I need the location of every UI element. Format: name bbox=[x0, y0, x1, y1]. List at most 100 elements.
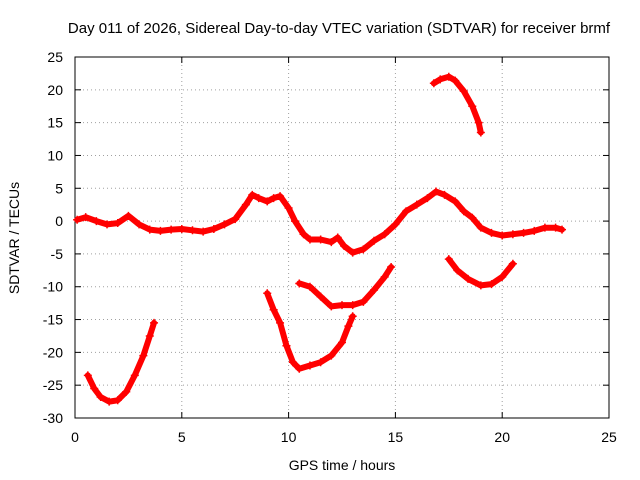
y-tick-label: -20 bbox=[43, 344, 63, 360]
data-point bbox=[135, 220, 144, 229]
data-point bbox=[167, 225, 176, 234]
data-point bbox=[451, 197, 460, 206]
data-point bbox=[468, 102, 477, 111]
data-point bbox=[263, 197, 272, 206]
data-point bbox=[391, 220, 400, 229]
data-point bbox=[459, 87, 468, 96]
data-point bbox=[476, 281, 485, 290]
data-point bbox=[380, 230, 389, 239]
data-point bbox=[468, 213, 477, 222]
data-point bbox=[338, 338, 346, 347]
series-line bbox=[430, 73, 484, 136]
data-point bbox=[269, 305, 278, 314]
data-point bbox=[130, 371, 139, 380]
x-axis-title: GPS time / hours bbox=[289, 457, 396, 473]
y-tick-label: 0 bbox=[55, 213, 63, 229]
data-point bbox=[241, 200, 250, 209]
data-point bbox=[530, 226, 539, 235]
data-point bbox=[451, 76, 460, 85]
data-point bbox=[316, 358, 325, 367]
data-point bbox=[344, 322, 353, 331]
data-point bbox=[103, 220, 112, 229]
y-axis-title: SDTVAR / TECUs bbox=[6, 182, 22, 294]
data-point bbox=[540, 223, 549, 232]
data-point bbox=[295, 279, 304, 288]
data-point bbox=[327, 351, 336, 360]
series-arc-center-low bbox=[263, 289, 357, 373]
data-point bbox=[498, 231, 507, 240]
data-point bbox=[412, 200, 421, 209]
series-arc-lower-left bbox=[83, 318, 159, 406]
data-point bbox=[327, 238, 336, 247]
data-point bbox=[209, 224, 218, 233]
data-point bbox=[380, 272, 389, 281]
data-point bbox=[188, 226, 197, 235]
series-arc-main bbox=[73, 187, 567, 257]
series-arc-center-mid bbox=[295, 263, 396, 311]
data-point bbox=[316, 292, 325, 301]
data-point bbox=[487, 280, 496, 289]
chart-title: Day 011 of 2026, Sidereal Day-to-day VTE… bbox=[68, 20, 611, 37]
x-tick-label: 15 bbox=[388, 429, 404, 445]
data-point bbox=[295, 364, 304, 373]
data-point bbox=[370, 236, 379, 245]
data-point bbox=[231, 215, 240, 224]
data-point bbox=[122, 387, 131, 396]
data-point bbox=[305, 361, 314, 370]
data-series bbox=[73, 72, 567, 406]
data-point bbox=[254, 194, 263, 203]
data-point bbox=[429, 79, 438, 88]
y-tick-label: -15 bbox=[43, 312, 63, 328]
data-point bbox=[177, 224, 186, 233]
data-point bbox=[124, 211, 133, 220]
data-point bbox=[291, 217, 300, 226]
y-tick-label: -5 bbox=[51, 246, 64, 262]
data-point bbox=[105, 397, 114, 406]
data-point bbox=[508, 259, 517, 268]
data-point bbox=[156, 226, 165, 235]
data-point bbox=[139, 351, 148, 360]
series-arc-upper-right bbox=[429, 72, 485, 137]
axis-ticks: 0 5 10 15 20 25 -30 -25 -20 -15 -10 -5 0 5 10 15 20 25 bbox=[43, 49, 617, 445]
y-tick-label: 10 bbox=[47, 147, 63, 163]
data-point bbox=[305, 282, 314, 291]
data-point bbox=[348, 248, 357, 257]
data-point bbox=[338, 301, 346, 310]
data-point bbox=[284, 203, 293, 212]
data-point bbox=[440, 190, 449, 199]
plot-area-border bbox=[74, 56, 610, 419]
y-tick-label: 15 bbox=[47, 115, 63, 131]
data-point bbox=[92, 217, 101, 226]
x-tick-label: 25 bbox=[601, 429, 617, 445]
data-point bbox=[476, 128, 485, 137]
series-line bbox=[296, 264, 395, 310]
data-point bbox=[359, 245, 368, 254]
series-line bbox=[264, 290, 356, 372]
data-point bbox=[551, 223, 560, 232]
data-point bbox=[487, 228, 496, 237]
data-point bbox=[436, 75, 445, 84]
grid-lines bbox=[75, 57, 609, 418]
data-point bbox=[474, 118, 483, 127]
y-tick-label: -25 bbox=[43, 377, 63, 393]
data-point bbox=[73, 215, 82, 224]
data-point bbox=[269, 194, 278, 203]
data-point bbox=[305, 235, 314, 244]
x-tick-label: 20 bbox=[494, 429, 510, 445]
series-arc-right-low bbox=[444, 255, 517, 290]
data-point bbox=[387, 263, 396, 272]
data-point bbox=[145, 331, 154, 340]
data-point bbox=[316, 235, 325, 244]
data-point bbox=[113, 396, 122, 405]
data-point bbox=[83, 371, 92, 380]
data-point bbox=[327, 302, 336, 311]
data-point bbox=[248, 190, 257, 199]
data-point bbox=[476, 223, 485, 232]
data-point bbox=[402, 207, 411, 216]
data-point bbox=[288, 358, 297, 367]
data-point bbox=[282, 341, 291, 350]
data-point bbox=[220, 220, 229, 229]
data-point bbox=[444, 255, 453, 264]
